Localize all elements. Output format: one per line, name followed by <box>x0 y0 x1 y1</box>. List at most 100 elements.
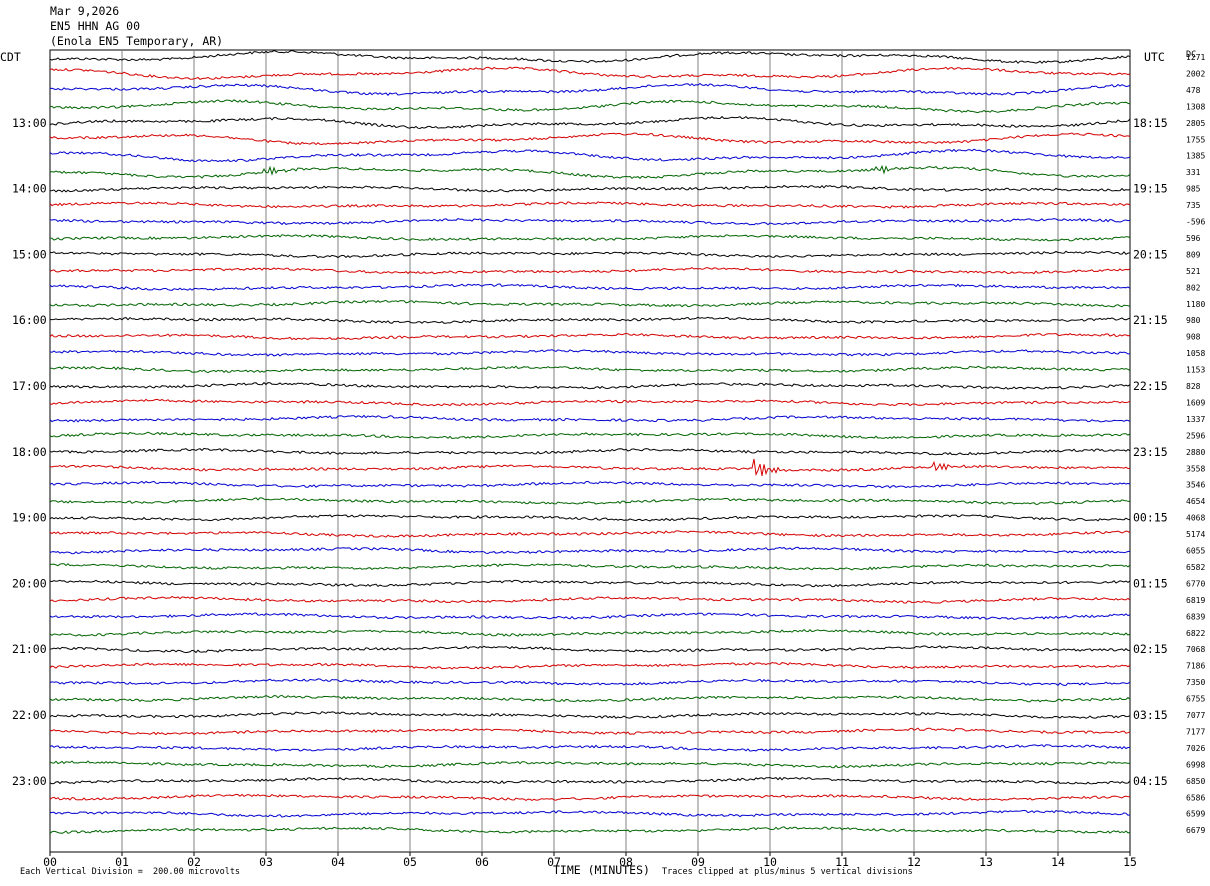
x-tick-label: 05 <box>403 855 417 869</box>
seismic-trace <box>49 514 1131 522</box>
dc-offset-label: 6755 <box>1186 695 1205 704</box>
dc-offset-label: 7186 <box>1186 662 1205 671</box>
seismic-trace <box>49 49 1131 64</box>
dc-offset-label: 478 <box>1186 86 1201 95</box>
dc-offset-label: 6822 <box>1186 629 1205 638</box>
left-hour-label: 16:00 <box>12 313 47 327</box>
seismic-trace <box>49 267 1131 275</box>
left-hour-label: 14:00 <box>12 182 47 196</box>
x-tick-label: 11 <box>835 855 849 869</box>
left-hour-label: 22:00 <box>12 708 47 722</box>
seismic-trace <box>49 414 1131 423</box>
dc-offset-label: 521 <box>1186 267 1201 276</box>
x-tick-label: 02 <box>187 855 201 869</box>
x-tick-label: 09 <box>691 855 705 869</box>
dc-offset-label: 6599 <box>1186 810 1205 819</box>
seismic-trace <box>49 201 1131 209</box>
seismic-trace <box>49 299 1131 308</box>
x-tick-label: 06 <box>475 855 489 869</box>
dc-offset-label: 4654 <box>1186 497 1205 506</box>
seismic-trace <box>49 744 1130 752</box>
dc-offset-label: 1337 <box>1186 415 1205 424</box>
seismic-trace <box>49 546 1131 555</box>
dc-offset-label: 985 <box>1186 185 1201 194</box>
dc-offset-label: 596 <box>1186 234 1201 243</box>
dc-offset-label: 1058 <box>1186 349 1205 358</box>
dc-offset-label: 6679 <box>1186 826 1205 835</box>
seismic-trace <box>50 316 1131 324</box>
x-tick-label: 08 <box>619 855 633 869</box>
seismic-trace <box>49 82 1131 96</box>
left-hour-label: 23:00 <box>12 774 47 788</box>
right-hour-label: 03:15 <box>1133 708 1168 722</box>
x-tick-label: 15 <box>1123 855 1137 869</box>
header-location: (Enola EN5 Temporary, AR) <box>50 34 224 48</box>
dc-offset-label: 2596 <box>1186 431 1205 440</box>
seismic-trace <box>49 398 1131 407</box>
seismic-trace <box>49 694 1131 703</box>
x-axis-label: TIME (MINUTES) <box>553 863 650 877</box>
seismic-trace <box>49 563 1131 571</box>
seismic-trace <box>49 760 1131 769</box>
right-hour-label: 02:15 <box>1133 642 1168 656</box>
left-hour-label: 13:00 <box>12 116 47 130</box>
seismic-trace <box>49 793 1131 801</box>
dc-offset-label: 7177 <box>1186 727 1205 736</box>
dc-offset-label: 1385 <box>1186 152 1205 161</box>
dc-offset-label: 3546 <box>1186 481 1205 490</box>
seismic-trace <box>49 661 1131 670</box>
seismic-trace <box>49 148 1131 163</box>
seismic-trace <box>49 66 1131 80</box>
right-hour-label: 01:15 <box>1133 576 1168 590</box>
x-tick-label: 13 <box>979 855 993 869</box>
header-station: EN5 HHN AG 00 <box>50 19 141 33</box>
dc-offset-label: 6586 <box>1186 793 1205 802</box>
dc-offset-label: 7077 <box>1186 711 1205 720</box>
seismic-trace <box>49 826 1131 834</box>
dc-offset-label: 6850 <box>1186 777 1205 786</box>
x-tick-label: 14 <box>1051 855 1065 869</box>
right-hour-label: 22:15 <box>1133 379 1168 393</box>
dc-header-label: DC <box>1186 50 1197 60</box>
left-hour-label: 17:00 <box>12 379 47 393</box>
seismic-trace <box>49 164 1131 180</box>
right-timezone-label: UTC <box>1144 50 1165 64</box>
seismic-trace <box>49 645 1130 654</box>
x-tick-label: 01 <box>115 855 129 869</box>
seismic-trace <box>49 480 1131 489</box>
footer-clip-note: Traces clipped at plus/minus 5 vertical … <box>662 867 913 877</box>
left-hour-label: 19:00 <box>12 511 47 525</box>
dc-offset-label: 7350 <box>1186 678 1205 687</box>
seismic-trace <box>49 431 1131 440</box>
x-tick-label: 10 <box>763 855 777 869</box>
dc-offset-label: 1609 <box>1186 398 1205 407</box>
right-hour-label: 19:15 <box>1133 182 1168 196</box>
footer-scale-note: Each Vertical Division = 200.00 microvol… <box>20 867 241 877</box>
right-hour-label: 20:15 <box>1133 247 1168 261</box>
seismic-trace <box>49 727 1131 736</box>
seismic-trace <box>49 447 1131 456</box>
dc-offset-label: 4068 <box>1186 514 1205 523</box>
seismic-trace <box>49 579 1131 588</box>
seismic-trace <box>49 115 1131 130</box>
right-hour-label: 00:15 <box>1133 511 1168 525</box>
left-hour-label: 15:00 <box>12 247 47 261</box>
dc-offset-label: 980 <box>1186 316 1201 325</box>
left-timezone-label: CDT <box>0 50 21 64</box>
dc-offset-label: 828 <box>1186 382 1201 391</box>
seismic-trace <box>49 595 1131 604</box>
dc-offset-label: 6819 <box>1186 596 1205 605</box>
dc-offset-label: 1271 <box>1186 53 1205 62</box>
dc-offset-label: 5174 <box>1186 530 1205 539</box>
seismic-trace <box>49 234 1131 242</box>
seismic-trace <box>49 711 1131 719</box>
dc-offset-label: 6839 <box>1186 612 1205 621</box>
x-tick-label: 04 <box>331 855 345 869</box>
x-tick-label: 00 <box>43 855 57 869</box>
seismic-trace <box>49 678 1131 687</box>
dc-offset-label: 1755 <box>1186 135 1205 144</box>
seismic-trace <box>49 99 1131 114</box>
header-date: Mar 9,2026 <box>50 4 120 18</box>
right-hour-label: 21:15 <box>1133 313 1168 327</box>
seismic-trace <box>49 132 1131 146</box>
